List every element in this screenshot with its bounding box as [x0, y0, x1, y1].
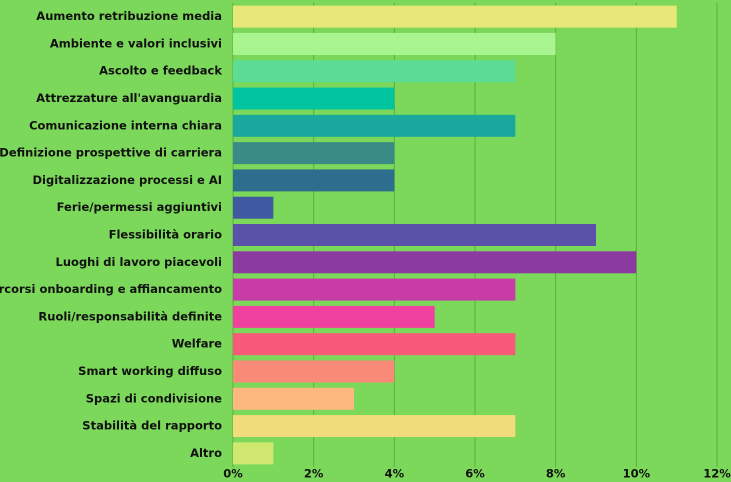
y-tick-label: Luoghi di lavoro piacevoli: [56, 255, 222, 269]
y-tick-label: Aumento retribuzione media: [36, 9, 222, 23]
x-tick-label: 8%: [546, 467, 566, 481]
x-tick-label: 0%: [223, 467, 243, 481]
y-tick-label: Comunicazione interna chiara: [29, 118, 222, 132]
bar: [233, 442, 274, 465]
y-tick-label: Ambiente e valori inclusivi: [50, 36, 222, 50]
bar: [233, 305, 435, 328]
bar: [233, 278, 516, 301]
x-tick-label: 2%: [304, 467, 324, 481]
bar: [233, 196, 274, 219]
bar: [233, 114, 516, 137]
y-tick-label: Smart working diffuso: [78, 364, 222, 378]
y-tick-label: Percorsi onboarding e affiancamento: [0, 282, 222, 296]
y-tick-label: Digitalizzazione processi e AI: [32, 173, 222, 187]
x-tick-label: 12%: [703, 467, 731, 481]
bar: [233, 387, 354, 410]
y-tick-label: Definizione prospettive di carriera: [0, 146, 222, 160]
y-tick-label: Stabilità del rapporto: [82, 419, 222, 433]
y-tick-label: Ascolto e feedback: [99, 64, 222, 78]
y-tick-label: Altro: [190, 446, 222, 460]
bar: [233, 169, 395, 192]
bar: [233, 415, 516, 438]
y-tick-label: Ruoli/responsabilità definite: [38, 309, 222, 323]
y-tick-label: Welfare: [172, 337, 222, 351]
bar: [233, 142, 395, 165]
y-tick-label: Spazi di condivisione: [86, 391, 222, 405]
bar: [233, 5, 677, 28]
x-tick-label: 4%: [385, 467, 405, 481]
y-tick-label: Flessibilità orario: [109, 228, 222, 242]
bar: [233, 224, 596, 246]
bar: [233, 360, 395, 383]
bar: [233, 87, 395, 110]
x-tick-label: 6%: [465, 467, 485, 481]
x-tick-label: 10%: [623, 467, 651, 481]
bar: [233, 32, 556, 55]
y-tick-label: Ferie/permessi aggiuntivi: [57, 200, 222, 214]
bar: [233, 251, 637, 274]
bar: [233, 333, 516, 356]
bar: [233, 60, 516, 83]
y-tick-label: Attrezzature all'avanguardia: [36, 91, 222, 105]
